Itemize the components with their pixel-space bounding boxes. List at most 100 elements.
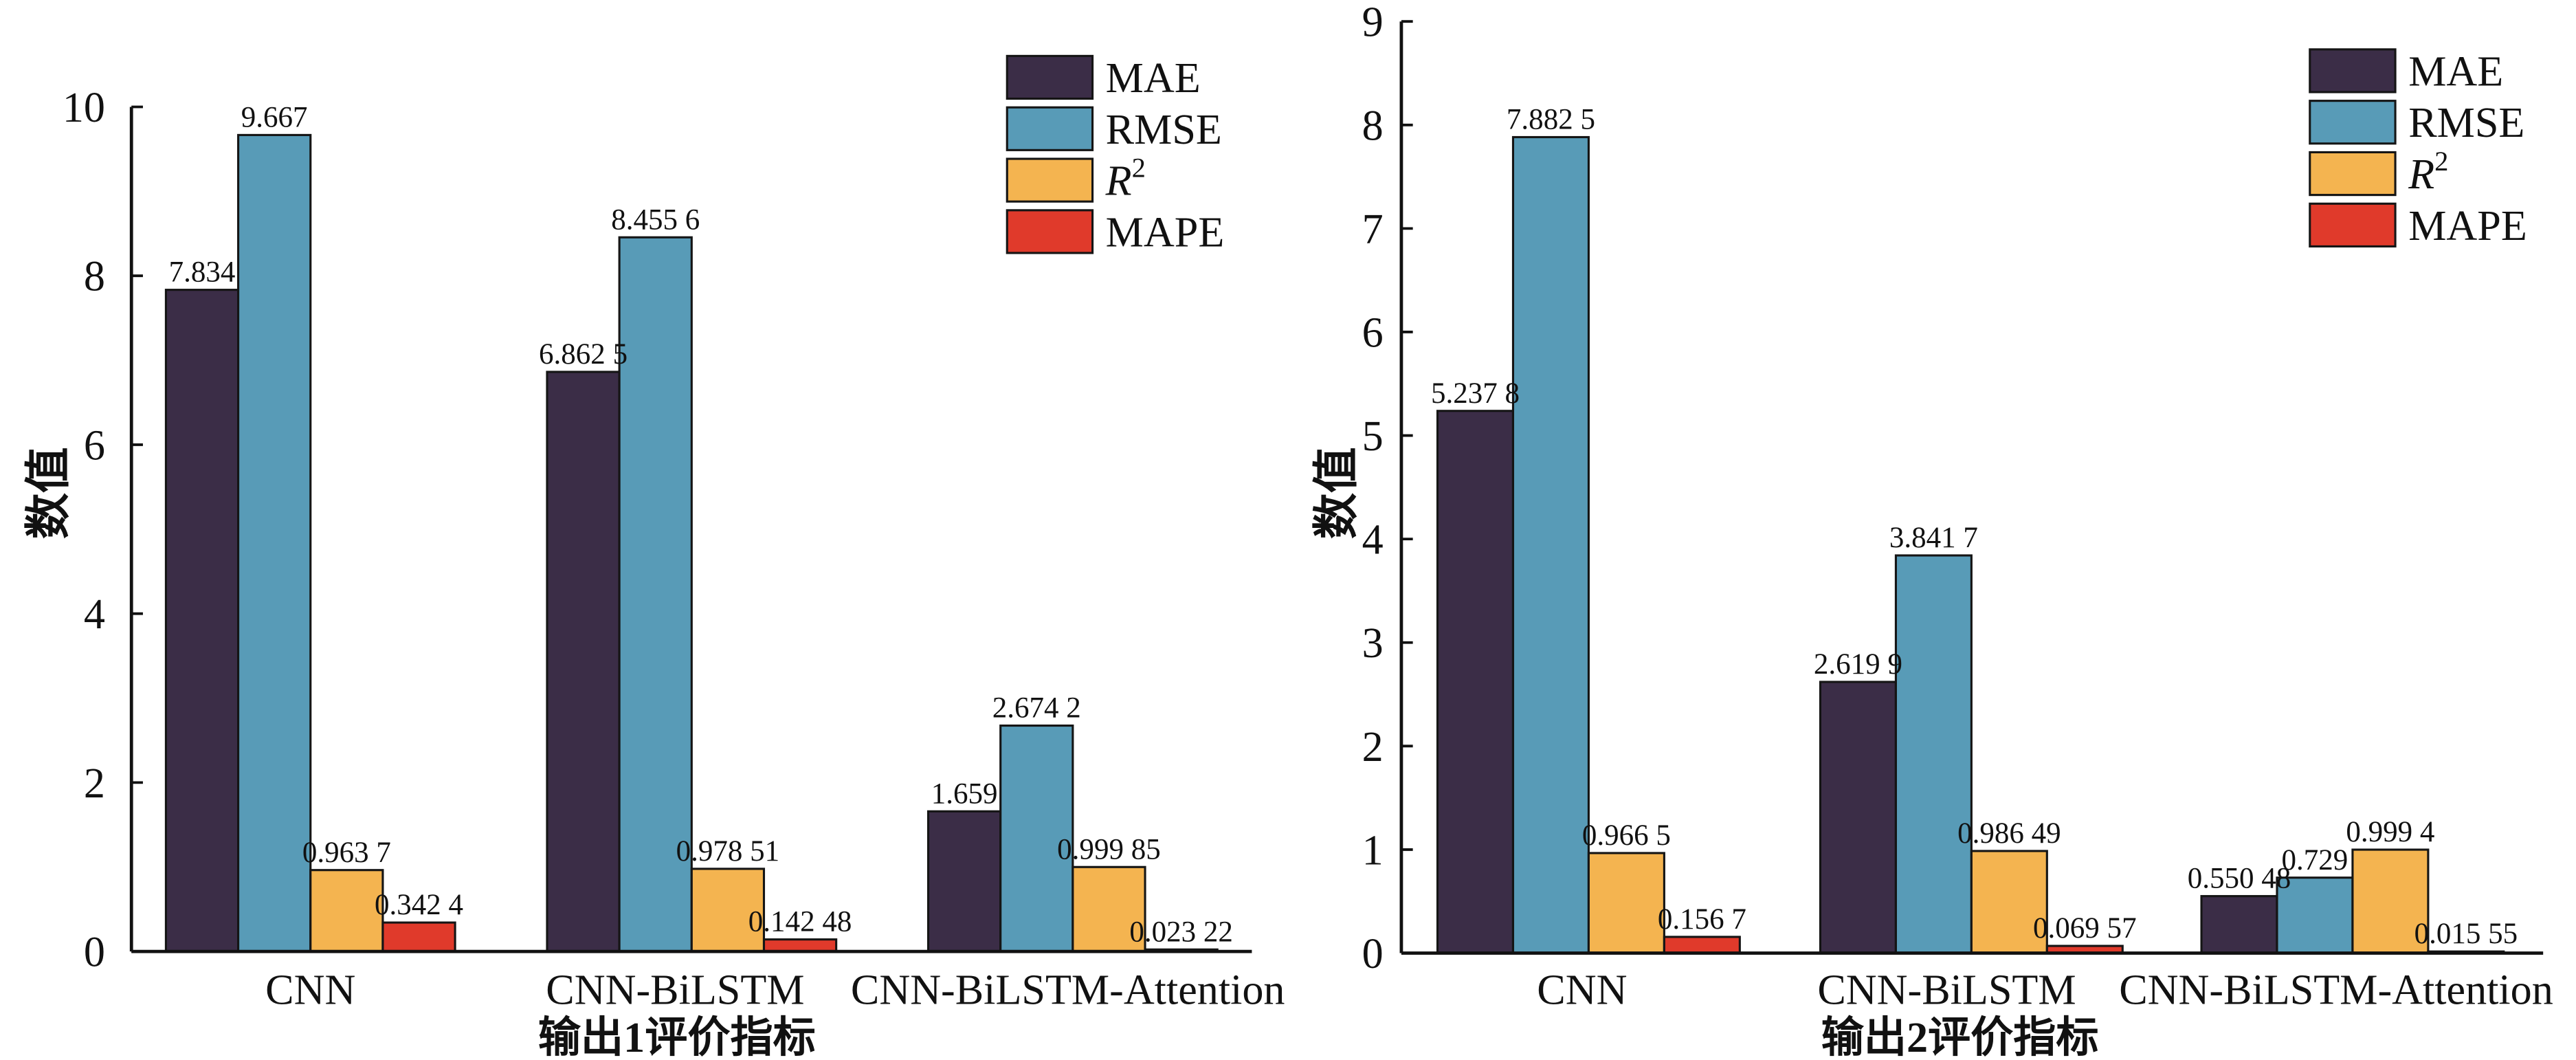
chart2-value-label-mae-cnn: 5.237 8 bbox=[1431, 377, 1520, 410]
chart2-y-tick-label-2: 2 bbox=[1362, 724, 1384, 771]
chart2-value-label-rmse-cnn-bilstm: 3.841 7 bbox=[1889, 522, 1978, 554]
chart1-value-label-r2-cnn-bilstm-attention: 0.999 85 bbox=[1057, 833, 1161, 865]
chart2-bar-rmse-cnn bbox=[1511, 135, 1590, 955]
chart2-legend-label-mae-text: MAE bbox=[2408, 48, 2503, 95]
chart2-y-tick-label-1: 1 bbox=[1362, 827, 1384, 874]
chart2-y-axis-title: 数值 bbox=[1311, 447, 1362, 539]
chart1-legend-label-mape: MAPE bbox=[1106, 209, 1225, 256]
chart1-y-tick-label-10: 10 bbox=[63, 85, 105, 131]
chart1-y-axis-title: 数值 bbox=[23, 447, 74, 539]
chart1-legend-label-mae: MAE bbox=[1106, 55, 1201, 102]
chart1-legend-label-r2-superscript: 2 bbox=[1132, 152, 1146, 183]
chart1-value-label-r2-cnn: 0.963 7 bbox=[302, 837, 391, 869]
chart1-legend-swatch-rmse bbox=[1006, 106, 1094, 151]
chart1-category-label-cnn-bilstm: CNN-BiLSTM bbox=[546, 967, 804, 1014]
chart1-legend-label-r2: R2 bbox=[1105, 152, 1146, 204]
chart2-bar-mae-cnn bbox=[1436, 410, 1515, 955]
chart-output-2: 5.237 8 2.619 9 0.550 48 7.882 5 3.841 7 0.72… bbox=[1311, 0, 2553, 1060]
chart2-y-tick-label-9: 9 bbox=[1362, 0, 1384, 46]
chart2-value-label-r2-cnn-bilstm: 0.986 49 bbox=[1957, 817, 2061, 850]
chart1-value-label-mape-cnn: 0.342 4 bbox=[375, 889, 463, 921]
chart2-legend-label-mae: MAE bbox=[2408, 48, 2503, 95]
chart1-value-label-mae-cnn: 7.834 bbox=[169, 256, 236, 289]
chart2-legend-label-r2-text: R bbox=[2408, 151, 2434, 198]
chart1-category-label-cnn-bilstm-attention: CNN-BiLSTM-Attention bbox=[851, 967, 1285, 1014]
chart1-value-label-mape-cnn-bilstm: 0.142 48 bbox=[748, 906, 852, 938]
chart2-category-label-cnn-bilstm: CNN-BiLSTM bbox=[1817, 967, 2076, 1014]
chart1-legend-label-mae-text: MAE bbox=[1106, 55, 1201, 102]
chart1-bar-r2-cnn bbox=[309, 869, 384, 953]
chart2-value-label-mape-cnn-bilstm: 0.069 57 bbox=[2033, 912, 2137, 945]
chart2-y-tick-label-0: 0 bbox=[1362, 931, 1384, 978]
chart2-legend-swatch-r2 bbox=[2309, 151, 2397, 197]
chart2-value-label-r2-cnn-bilstm-attention: 0.999 4 bbox=[2346, 816, 2434, 848]
chart2-legend-label-rmse: RMSE bbox=[2408, 100, 2524, 146]
chart1-category-label-cnn: CNN bbox=[265, 967, 355, 1014]
chart1-legend-label-rmse-text: RMSE bbox=[1106, 107, 1222, 153]
chart1-bar-rmse-cnn bbox=[237, 133, 312, 953]
chart1-legend-label-mape-text: MAPE bbox=[1106, 209, 1225, 256]
chart2-y-tick-label-7: 7 bbox=[1362, 206, 1384, 253]
chart1-bar-mae-cnn bbox=[164, 289, 240, 953]
chart2-legend-swatch-mape bbox=[2309, 202, 2397, 247]
chart2-y-tick-label-8: 8 bbox=[1362, 102, 1384, 149]
chart2-legend-label-r2-superscript: 2 bbox=[2434, 146, 2448, 177]
chart2-bar-r2-cnn bbox=[1587, 852, 1665, 955]
chart1-value-label-rmse-cnn-bilstm: 8.455 6 bbox=[611, 203, 700, 236]
chart2-value-label-mape-cnn: 0.156 7 bbox=[1658, 903, 1746, 936]
chart2-x-axis-title: 输出2评价指标 bbox=[1821, 1014, 2099, 1060]
chart2-value-label-mape-cnn-bilstm-attention: 0.015 55 bbox=[2414, 918, 2518, 950]
chart2-y-tick-label-4: 4 bbox=[1362, 517, 1384, 564]
chart2-value-label-r2-cnn: 0.966 5 bbox=[1582, 819, 1671, 852]
chart2-value-label-mae-cnn-bilstm-attention: 0.550 48 bbox=[2188, 863, 2291, 895]
chart2-value-label-rmse-cnn: 7.882 5 bbox=[1507, 104, 1595, 136]
chart1-legend-swatch-r2 bbox=[1006, 157, 1094, 203]
chart2-y-tick-label-5: 5 bbox=[1362, 413, 1384, 460]
chart1-y-tick-label-6: 6 bbox=[84, 422, 105, 469]
chart2-legend-label-mape: MAPE bbox=[2408, 203, 2527, 250]
chart2-bar-mape-cnn bbox=[1663, 936, 1741, 955]
chart2-y-tick-label-3: 3 bbox=[1362, 620, 1384, 667]
chart1-value-label-rmse-cnn-bilstm-attention: 2.674 2 bbox=[992, 692, 1081, 725]
chart1-y-tick-label-8: 8 bbox=[84, 254, 105, 300]
chart1-value-label-mae-cnn-bilstm-attention: 1.659 bbox=[931, 777, 998, 810]
chart2-y-tick-label-6: 6 bbox=[1362, 309, 1384, 356]
chart2-value-label-rmse-cnn-bilstm-attention: 0.729 bbox=[2282, 844, 2349, 876]
chart1-value-label-mae-cnn-bilstm: 6.862 5 bbox=[539, 338, 628, 371]
chart1-legend-label-rmse: RMSE bbox=[1106, 107, 1222, 153]
chart1-y-tick-label-0: 0 bbox=[84, 929, 105, 976]
chart2-bar-r2-cnn-bilstm bbox=[1970, 850, 2048, 955]
chart1-legend-label-r2-text: R bbox=[1105, 158, 1132, 205]
chart2-legend-label-mape-text: MAPE bbox=[2408, 203, 2527, 250]
chart2-category-label-cnn: CNN bbox=[1537, 967, 1627, 1014]
chart2-bar-r2-cnn-bilstm-attention bbox=[2351, 848, 2430, 955]
chart1-y-tick-label-4: 4 bbox=[84, 591, 105, 638]
chart1-value-label-mape-cnn-bilstm-attention: 0.023 22 bbox=[1129, 916, 1233, 948]
chart2-legend-label-r2: R2 bbox=[2408, 146, 2448, 198]
chart2-bar-mae-cnn-bilstm bbox=[1819, 681, 1897, 955]
chart1-bar-mape-cnn bbox=[381, 921, 456, 953]
chart1-bar-r2-cnn-bilstm-attention bbox=[1072, 865, 1146, 953]
chart2-legend-swatch-rmse bbox=[2309, 100, 2397, 145]
chart1-legend-swatch-mape bbox=[1006, 209, 1094, 254]
chart1-bar-rmse-cnn-bilstm bbox=[618, 236, 693, 953]
chart2-legend-label-rmse-text: RMSE bbox=[2408, 100, 2524, 146]
chart1-legend-swatch-mae bbox=[1006, 54, 1094, 100]
chart1-bar-mape-cnn-bilstm bbox=[762, 938, 838, 953]
chart-output-1: 7.834 6.862 5 1.659 9.667 8.455 6 2.674 2 0.96… bbox=[23, 54, 1285, 1060]
chart1-y-tick-label-2: 2 bbox=[84, 760, 105, 807]
chart1-bar-rmse-cnn-bilstm-attention bbox=[999, 725, 1074, 953]
chart1-bar-mae-cnn-bilstm bbox=[546, 371, 621, 953]
chart1-x-axis-title: 输出1评价指标 bbox=[538, 1014, 816, 1060]
chart2-category-label-cnn-bilstm-attention: CNN-BiLSTM-Attention bbox=[2119, 967, 2553, 1014]
chart1-bar-mae-cnn-bilstm-attention bbox=[926, 810, 1002, 953]
chart1-value-label-rmse-cnn: 9.667 bbox=[241, 101, 308, 133]
chart1-value-label-r2-cnn-bilstm: 0.978 51 bbox=[676, 835, 780, 868]
chart2-bar-rmse-cnn-bilstm bbox=[1894, 554, 1973, 955]
chart2-bar-mae-cnn-bilstm-attention bbox=[2200, 895, 2278, 955]
chart2-value-label-mae-cnn-bilstm: 2.619 9 bbox=[1814, 648, 1902, 681]
chart2-legend-swatch-mae bbox=[2309, 48, 2397, 93]
